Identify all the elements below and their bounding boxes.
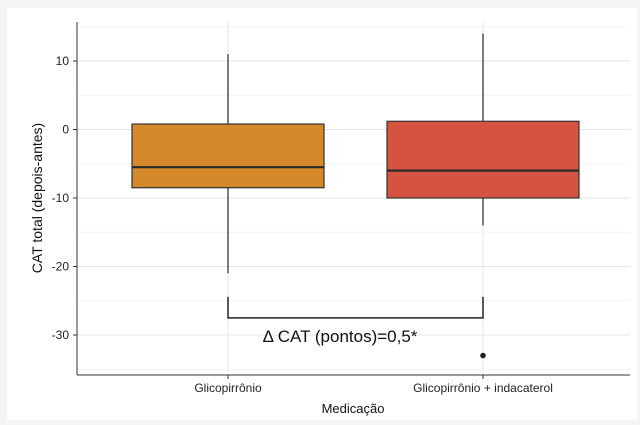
x-ticks: Glicopirrônio Glicopirrônio + indacaterol — [194, 375, 553, 395]
annotation-layer: Δ CAT (pontos)=0,5* — [227, 296, 484, 346]
y-tick-label: 10 — [56, 54, 70, 68]
x-tick-label: Glicopirrônio — [194, 381, 262, 395]
delta-annotation: Δ CAT (pontos)=0,5* — [263, 327, 418, 346]
y-tick-label: -20 — [52, 260, 70, 274]
box-iqr — [131, 123, 325, 189]
y-tick-label: -30 — [52, 328, 70, 342]
y-tick-label: -10 — [52, 191, 70, 205]
y-axis-label: CAT total (depois-antes) — [29, 123, 45, 273]
y-ticks: 10 0 -10 -20 -30 — [52, 54, 77, 342]
boxes — [131, 33, 580, 359]
box-iqr — [386, 120, 580, 199]
y-tick-label: 0 — [62, 123, 69, 137]
outlier-point — [480, 352, 486, 359]
x-axis-label: Medicação — [322, 401, 385, 416]
figure-panel — [7, 8, 637, 420]
comparison-bracket — [227, 296, 484, 319]
x-tick-label: Glicopirrônio + indacaterol — [413, 381, 553, 395]
